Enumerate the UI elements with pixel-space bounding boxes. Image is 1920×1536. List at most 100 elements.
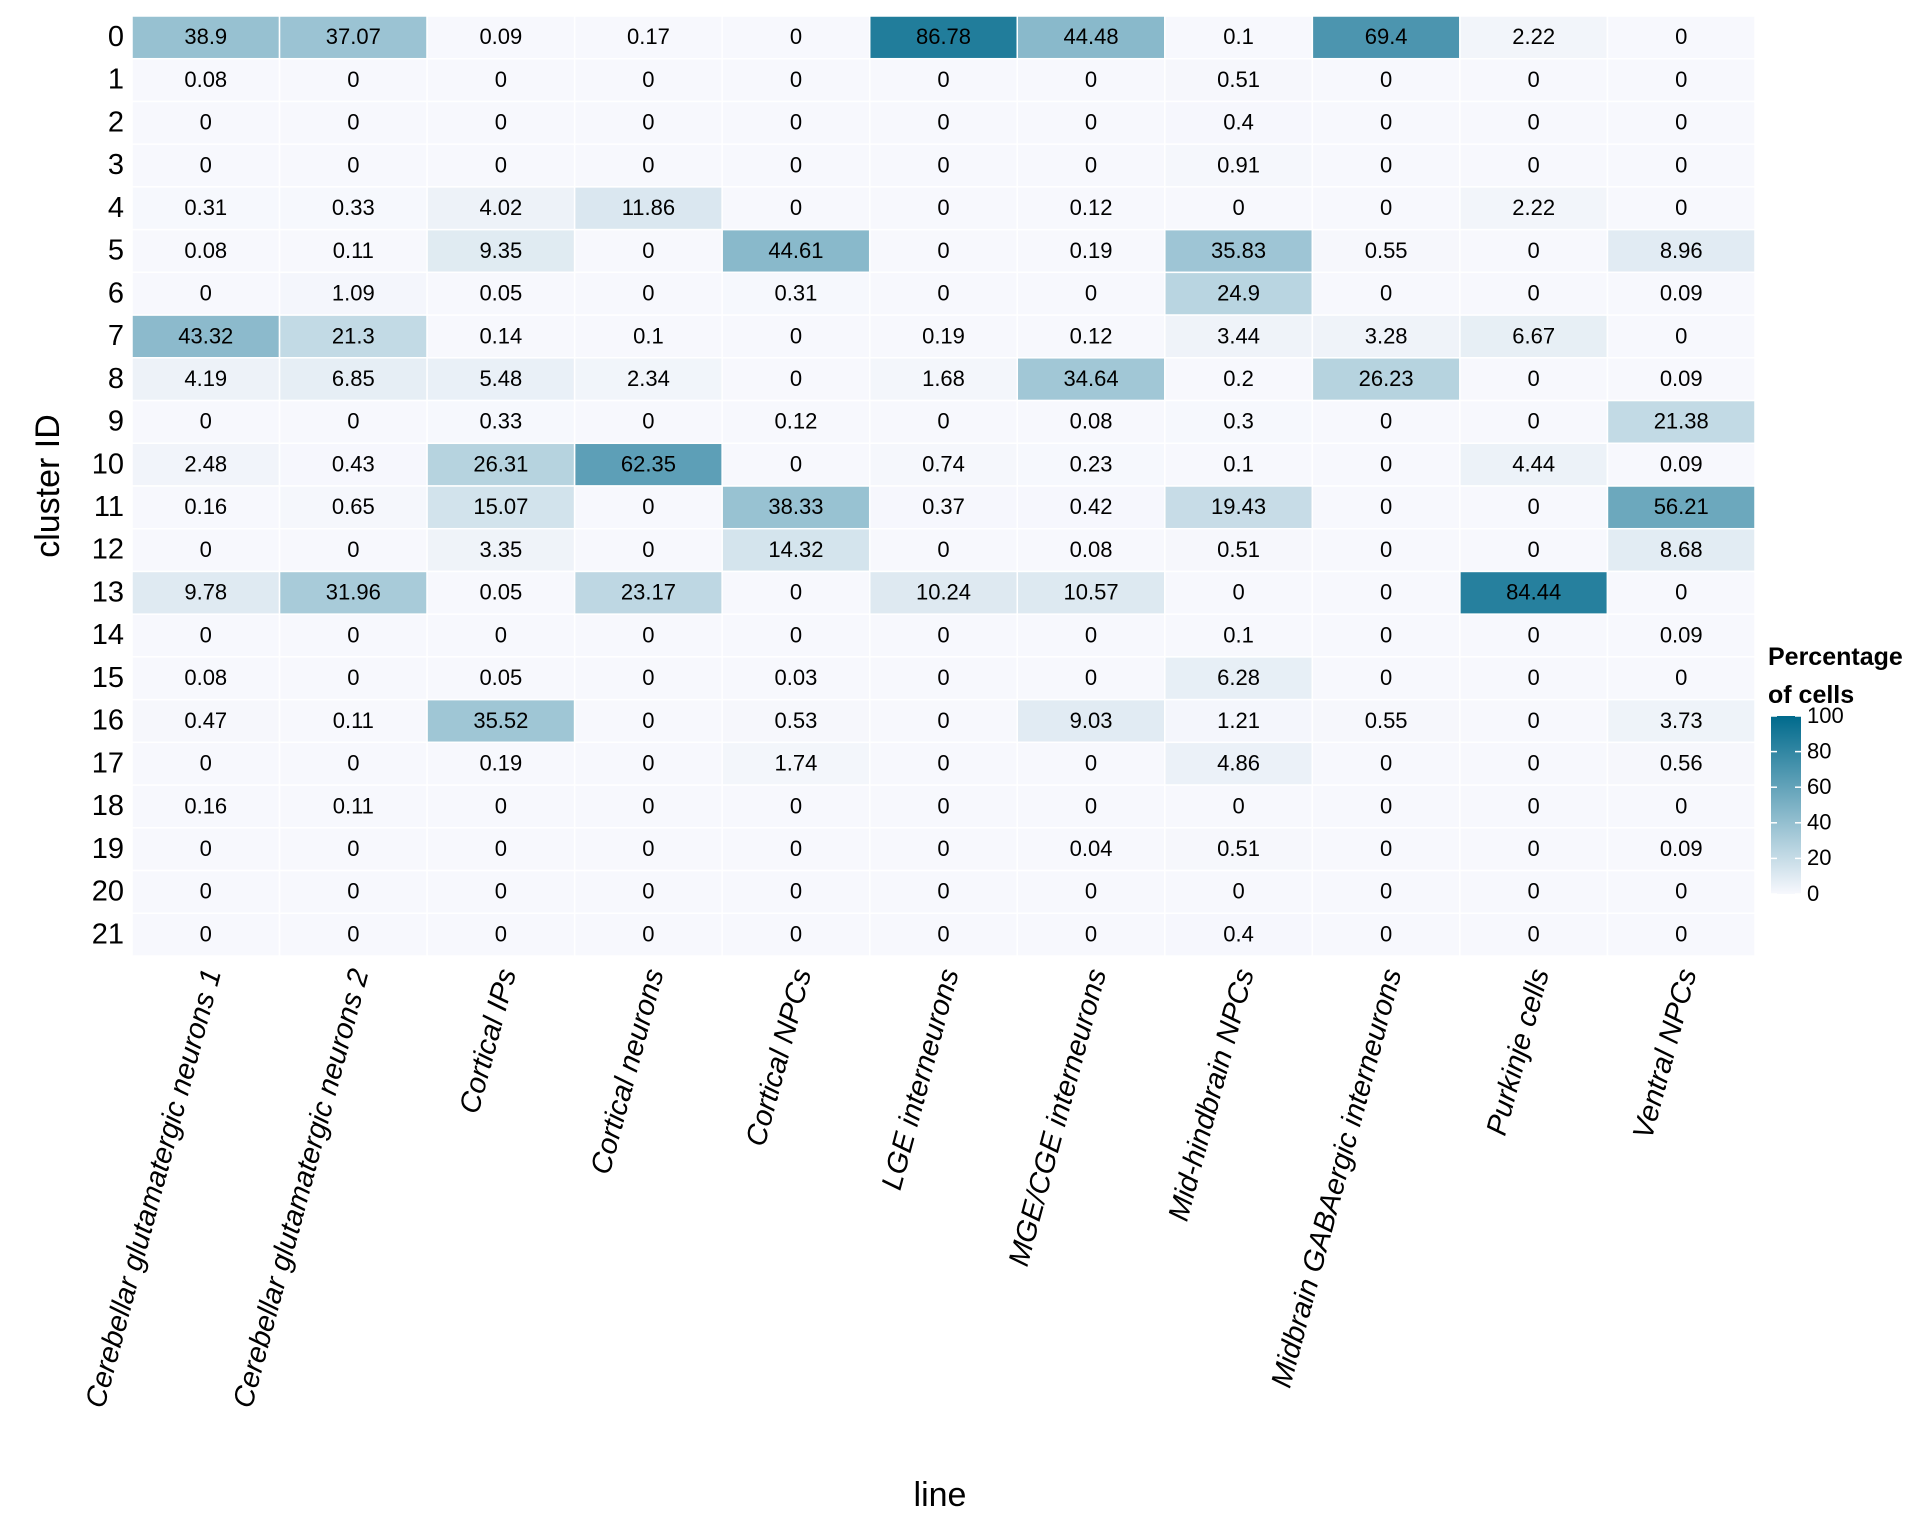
cell-label: 0.08 xyxy=(184,67,227,92)
cell-label: 69.4 xyxy=(1365,24,1408,49)
heatmap-cell xyxy=(1016,100,1166,145)
heatmap-cell xyxy=(1606,698,1756,744)
cell-label: 0 xyxy=(1380,879,1392,904)
cell-label: 0 xyxy=(937,110,949,135)
cell-label: 0 xyxy=(347,537,359,562)
cell-label: 0.4 xyxy=(1223,921,1254,946)
cell-label: 0 xyxy=(1528,409,1540,434)
cell-label: 0 xyxy=(937,708,949,733)
cell-label: 0.09 xyxy=(1660,366,1703,391)
y-tick-label: 7 xyxy=(108,320,124,352)
heatmap-cell xyxy=(1311,442,1461,487)
heatmap-cell xyxy=(573,570,723,615)
cell-label: 0 xyxy=(1528,879,1540,904)
heatmap-cell xyxy=(1459,15,1609,60)
heatmap-cell xyxy=(1164,399,1314,445)
cell-label: 0.33 xyxy=(332,195,375,220)
heatmap-cell xyxy=(1164,912,1314,957)
heatmap-cell xyxy=(1164,15,1314,60)
heatmap-cell xyxy=(1311,912,1461,957)
heatmap-cell xyxy=(1016,314,1166,359)
cell-label: 0 xyxy=(200,836,212,861)
cell-label: 0.53 xyxy=(775,708,818,733)
heatmap-cell xyxy=(1016,57,1166,103)
cell-label: 0 xyxy=(1380,751,1392,776)
cell-label: 1.21 xyxy=(1217,708,1260,733)
x-tick-label: MGE/CGE interneurons xyxy=(1003,966,1113,1270)
y-tick-label: 17 xyxy=(92,747,124,779)
heatmap-cell xyxy=(131,186,281,231)
y-tick-label: 18 xyxy=(92,790,124,822)
cell-label: 6.28 xyxy=(1217,665,1260,690)
cell-label: 0 xyxy=(1528,622,1540,647)
x-tick-label: Cortical neurons xyxy=(585,966,671,1178)
heatmap-cell xyxy=(1164,442,1314,487)
cell-label: 0.08 xyxy=(184,238,227,263)
heatmap-cell xyxy=(868,143,1019,188)
heatmap-cell xyxy=(1311,100,1461,145)
cell-label: 0 xyxy=(937,751,949,776)
x-tick-label: Purkinje cells xyxy=(1481,966,1556,1139)
cell-label: 0 xyxy=(1085,921,1097,946)
heatmap-cell xyxy=(868,741,1019,786)
cell-label: 0 xyxy=(200,281,212,306)
heatmap-cell xyxy=(426,527,576,573)
heatmap-cell xyxy=(131,357,281,402)
cell-label: 0 xyxy=(347,110,359,135)
cell-label: 2.48 xyxy=(184,451,227,476)
cell-label: 0 xyxy=(1675,195,1687,220)
cell-label: 84.44 xyxy=(1506,580,1561,605)
cell-label: 0.12 xyxy=(1070,323,1113,348)
heatmap-cell xyxy=(1311,784,1461,829)
cell-label: 0 xyxy=(1528,238,1540,263)
heatmap-cell xyxy=(868,100,1019,145)
heatmap-cell xyxy=(131,869,281,915)
y-tick-label: 11 xyxy=(94,491,124,523)
heatmap-cell xyxy=(868,271,1019,316)
cell-label: 19.43 xyxy=(1211,494,1266,519)
cell-label: 0.1 xyxy=(1223,451,1254,476)
cell-label: 0 xyxy=(200,879,212,904)
cell-label: 0 xyxy=(1085,152,1097,177)
cell-label: 0.09 xyxy=(479,24,522,49)
heatmap-cell xyxy=(1311,869,1461,915)
heatmap-cell xyxy=(1606,143,1756,188)
cell-label: 0 xyxy=(347,921,359,946)
heatmap-cell xyxy=(868,527,1019,573)
heatmap-cell xyxy=(426,357,576,402)
cell-label: 15.07 xyxy=(473,494,528,519)
heatmap-cell xyxy=(573,741,723,786)
cell-label: 0.17 xyxy=(627,24,670,49)
cell-label: 0 xyxy=(347,152,359,177)
cell-label: 0 xyxy=(1528,152,1540,177)
cell-label: 6.85 xyxy=(332,366,375,391)
heatmap-cell xyxy=(721,698,871,744)
cell-label: 11.86 xyxy=(622,195,675,220)
heatmap-cell xyxy=(426,827,576,872)
heatmap-cell xyxy=(131,784,281,829)
heatmap-cell xyxy=(1606,314,1756,359)
heatmap-cell xyxy=(1016,527,1166,573)
heatmap-cell xyxy=(573,399,723,445)
cell-label: 0 xyxy=(937,195,949,220)
cell-label: 44.48 xyxy=(1064,24,1119,49)
heatmap-cell xyxy=(278,570,428,615)
cell-label: 0 xyxy=(495,622,507,647)
heatmap-cell xyxy=(278,442,428,487)
heatmap-cell xyxy=(1459,314,1609,359)
cell-label: 6.67 xyxy=(1512,323,1555,348)
cell-label: 0.14 xyxy=(479,323,522,348)
heatmap-cell xyxy=(131,741,281,786)
y-tick-label: 6 xyxy=(108,277,124,309)
cell-label: 0 xyxy=(642,879,654,904)
heatmap-cell xyxy=(426,186,576,231)
heatmap-cell xyxy=(131,399,281,445)
cell-label: 56.21 xyxy=(1654,494,1709,519)
cell-label: 0.4 xyxy=(1223,110,1254,135)
heatmap-cell xyxy=(278,314,428,359)
cell-label: 0 xyxy=(1675,110,1687,135)
cell-label: 0.37 xyxy=(922,494,965,519)
cell-label: 0 xyxy=(1085,622,1097,647)
cell-label: 0 xyxy=(1380,537,1392,562)
heatmap-cell xyxy=(1459,784,1609,829)
